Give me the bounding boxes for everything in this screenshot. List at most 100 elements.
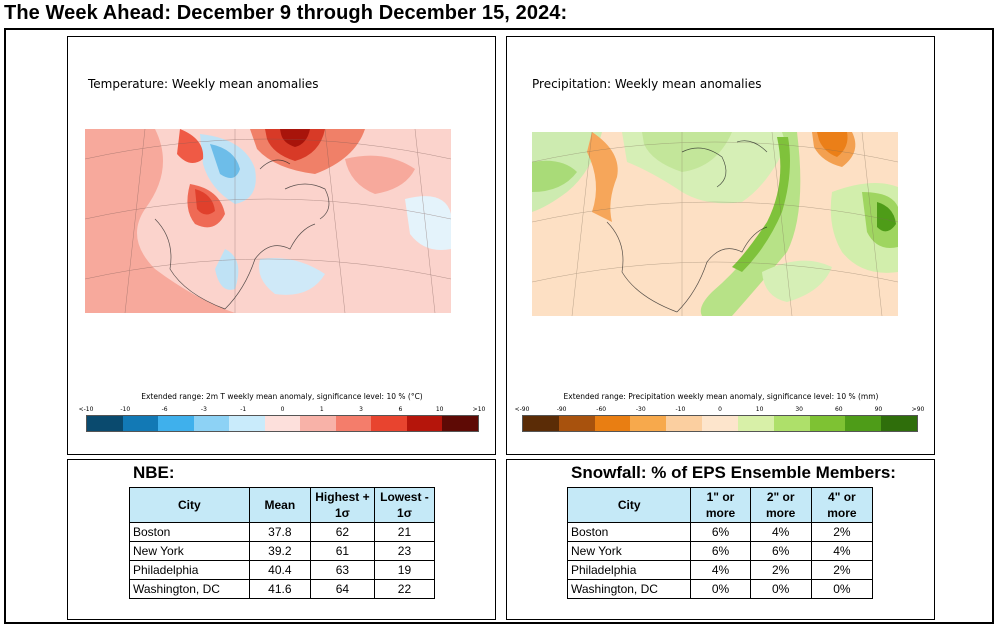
temperature-legend-swatch <box>158 416 194 431</box>
precipitation-color-legend <box>522 415 918 432</box>
temperature-legend-tick-label: 0 <box>280 406 285 413</box>
table-row: Washington, DC 0% 0% 0% <box>566 579 874 599</box>
snowfall-1in-cell: 6% <box>690 522 751 542</box>
precipitation-legend-tick-label: 30 <box>795 406 804 413</box>
table-row: Boston 6% 4% 2% <box>566 522 874 542</box>
page-title: The Week Ahead: December 9 through Decem… <box>4 2 568 24</box>
precipitation-legend-swatch <box>630 416 667 431</box>
nbe-mean-cell: 41.6 <box>248 579 311 599</box>
table-row: New York 39.2 61 23 <box>129 541 436 561</box>
table-row: Washington, DC 41.6 64 22 <box>129 579 436 599</box>
snowfall-2in-cell: 0% <box>749 579 812 599</box>
snowfall-header-city: City <box>566 487 692 523</box>
nbe-city-cell: New York <box>129 541 250 561</box>
temperature-legend-swatch <box>122 416 159 431</box>
precipitation-legend-title: Extended range: Precipitation weekly mea… <box>563 392 879 401</box>
snowfall-2in-cell: 2% <box>749 560 812 580</box>
nbe-highest-cell: 62 <box>309 522 375 542</box>
precipitation-map-graphic <box>532 132 898 316</box>
precipitation-legend-tick-label: -60 <box>596 406 607 413</box>
temperature-legend-title: Extended range: 2m T weekly mean anomaly… <box>141 392 423 401</box>
nbe-city-cell: Washington, DC <box>129 579 250 599</box>
snowfall-panel: Snowfall: % of EPS Ensemble Members: Cit… <box>506 459 935 620</box>
snowfall-4in-cell: 2% <box>810 522 874 542</box>
table-row: Boston 37.8 62 21 <box>129 522 436 542</box>
nbe-city-cell: Philadelphia <box>129 560 250 580</box>
temperature-legend-swatch <box>335 416 372 431</box>
precipitation-legend-tick-label: <-90 <box>514 406 530 413</box>
nbe-lowest-cell: 23 <box>373 541 436 561</box>
precipitation-panel-title: Precipitation: Weekly mean anomalies <box>532 77 762 91</box>
snowfall-city-cell: Boston <box>566 522 692 542</box>
snowfall-1in-cell: 4% <box>690 560 751 580</box>
snowfall-city-cell: Philadelphia <box>566 560 692 580</box>
snowfall-2in-cell: 6% <box>749 541 812 561</box>
temperature-anomaly-map <box>85 129 451 313</box>
temperature-legend-swatch <box>371 416 407 431</box>
snowfall-4in-cell: 2% <box>810 560 874 580</box>
nbe-table: City Mean Highest + 1σ Lowest - 1σ Bosto… <box>129 487 436 599</box>
snowfall-4in-cell: 0% <box>810 579 874 599</box>
snowfall-2in-cell: 4% <box>749 522 812 542</box>
precipitation-legend-tick-label: -90 <box>556 406 567 413</box>
temperature-legend-swatch <box>406 416 443 431</box>
temperature-legend-tick-label: -3 <box>200 406 207 413</box>
precipitation-panel: Precipitation: Weekly mean anomalies <box>506 36 935 455</box>
temperature-legend-ticks: <-10 -10 -6 -3 -1 0 1 3 6 10 >10 <box>79 406 486 416</box>
temperature-legend-swatch <box>87 416 123 431</box>
precipitation-legend-tick-label: >90 <box>911 406 925 413</box>
nbe-mean-cell: 40.4 <box>248 560 311 580</box>
precipitation-legend-tick-label: 10 <box>755 406 764 413</box>
snowfall-table: City 1" or more 2" or more 4" or more Bo… <box>566 487 874 599</box>
precipitation-legend-swatch <box>594 416 631 431</box>
snowfall-1in-cell: 0% <box>690 579 751 599</box>
precipitation-legend-swatch <box>737 416 774 431</box>
nbe-highest-cell: 61 <box>309 541 375 561</box>
temperature-legend-swatch <box>229 416 265 431</box>
precipitation-legend-swatch <box>845 416 882 431</box>
nbe-highest-cell: 63 <box>309 560 375 580</box>
precipitation-legend-swatch <box>702 416 738 431</box>
temperature-legend-tick-label: 1 <box>319 406 324 413</box>
snowfall-heading: Snowfall: % of EPS Ensemble Members: <box>571 463 896 482</box>
precipitation-anomaly-map <box>532 132 898 316</box>
precipitation-legend-tick-label: -10 <box>675 406 686 413</box>
precipitation-legend-swatch <box>666 416 703 431</box>
snowfall-4in-cell: 4% <box>810 541 874 561</box>
nbe-panel: NBE: City Mean Highest + 1σ Lowest - 1σ … <box>67 459 496 620</box>
precipitation-legend-swatch <box>773 416 810 431</box>
temperature-legend-tick-label: -1 <box>240 406 247 413</box>
snowfall-header-4in: 4" or more <box>810 487 874 523</box>
precipitation-legend-swatch <box>881 416 917 431</box>
nbe-highest-cell: 64 <box>309 579 375 599</box>
temperature-legend-tick-label: 3 <box>359 406 364 413</box>
table-row: Philadelphia 40.4 63 19 <box>129 560 436 580</box>
snowfall-header-2in: 2" or more <box>749 487 812 523</box>
nbe-lowest-cell: 21 <box>373 522 436 542</box>
snowfall-city-cell: Washington, DC <box>566 579 692 599</box>
temperature-legend-tick-label: -10 <box>120 406 131 413</box>
precipitation-legend-tick-label: -30 <box>635 406 646 413</box>
temperature-legend-swatch <box>442 416 479 431</box>
temperature-legend-tick-label: >10 <box>472 406 486 413</box>
temperature-panel-title: Temperature: Weekly mean anomalies <box>88 77 319 91</box>
table-row: Philadelphia 4% 2% 2% <box>566 560 874 580</box>
snowfall-header-1in: 1" or more <box>690 487 751 523</box>
nbe-mean-cell: 39.2 <box>248 541 311 561</box>
table-row: New York 6% 6% 4% <box>566 541 874 561</box>
nbe-header-city: City <box>129 487 250 523</box>
temperature-legend-swatch <box>300 416 336 431</box>
temperature-legend-tick-label: 6 <box>398 406 403 413</box>
temperature-legend-swatch <box>264 416 301 431</box>
temperature-legend-swatch <box>193 416 230 431</box>
nbe-header-row: City Mean Highest + 1σ Lowest - 1σ <box>129 487 436 523</box>
nbe-header-highest: Highest + 1σ <box>309 487 375 523</box>
temperature-map-graphic <box>85 129 451 313</box>
nbe-header-lowest: Lowest - 1σ <box>373 487 436 523</box>
precipitation-legend-swatch <box>558 416 595 431</box>
temperature-legend-tick-label: -6 <box>161 406 168 413</box>
precipitation-legend-tick-label: 0 <box>718 406 722 413</box>
nbe-lowest-cell: 22 <box>373 579 436 599</box>
precipitation-legend-ticks: <-90 -90 -60 -30 -10 0 10 30 60 90 >90 <box>515 406 925 416</box>
nbe-header-mean: Mean <box>248 487 311 523</box>
